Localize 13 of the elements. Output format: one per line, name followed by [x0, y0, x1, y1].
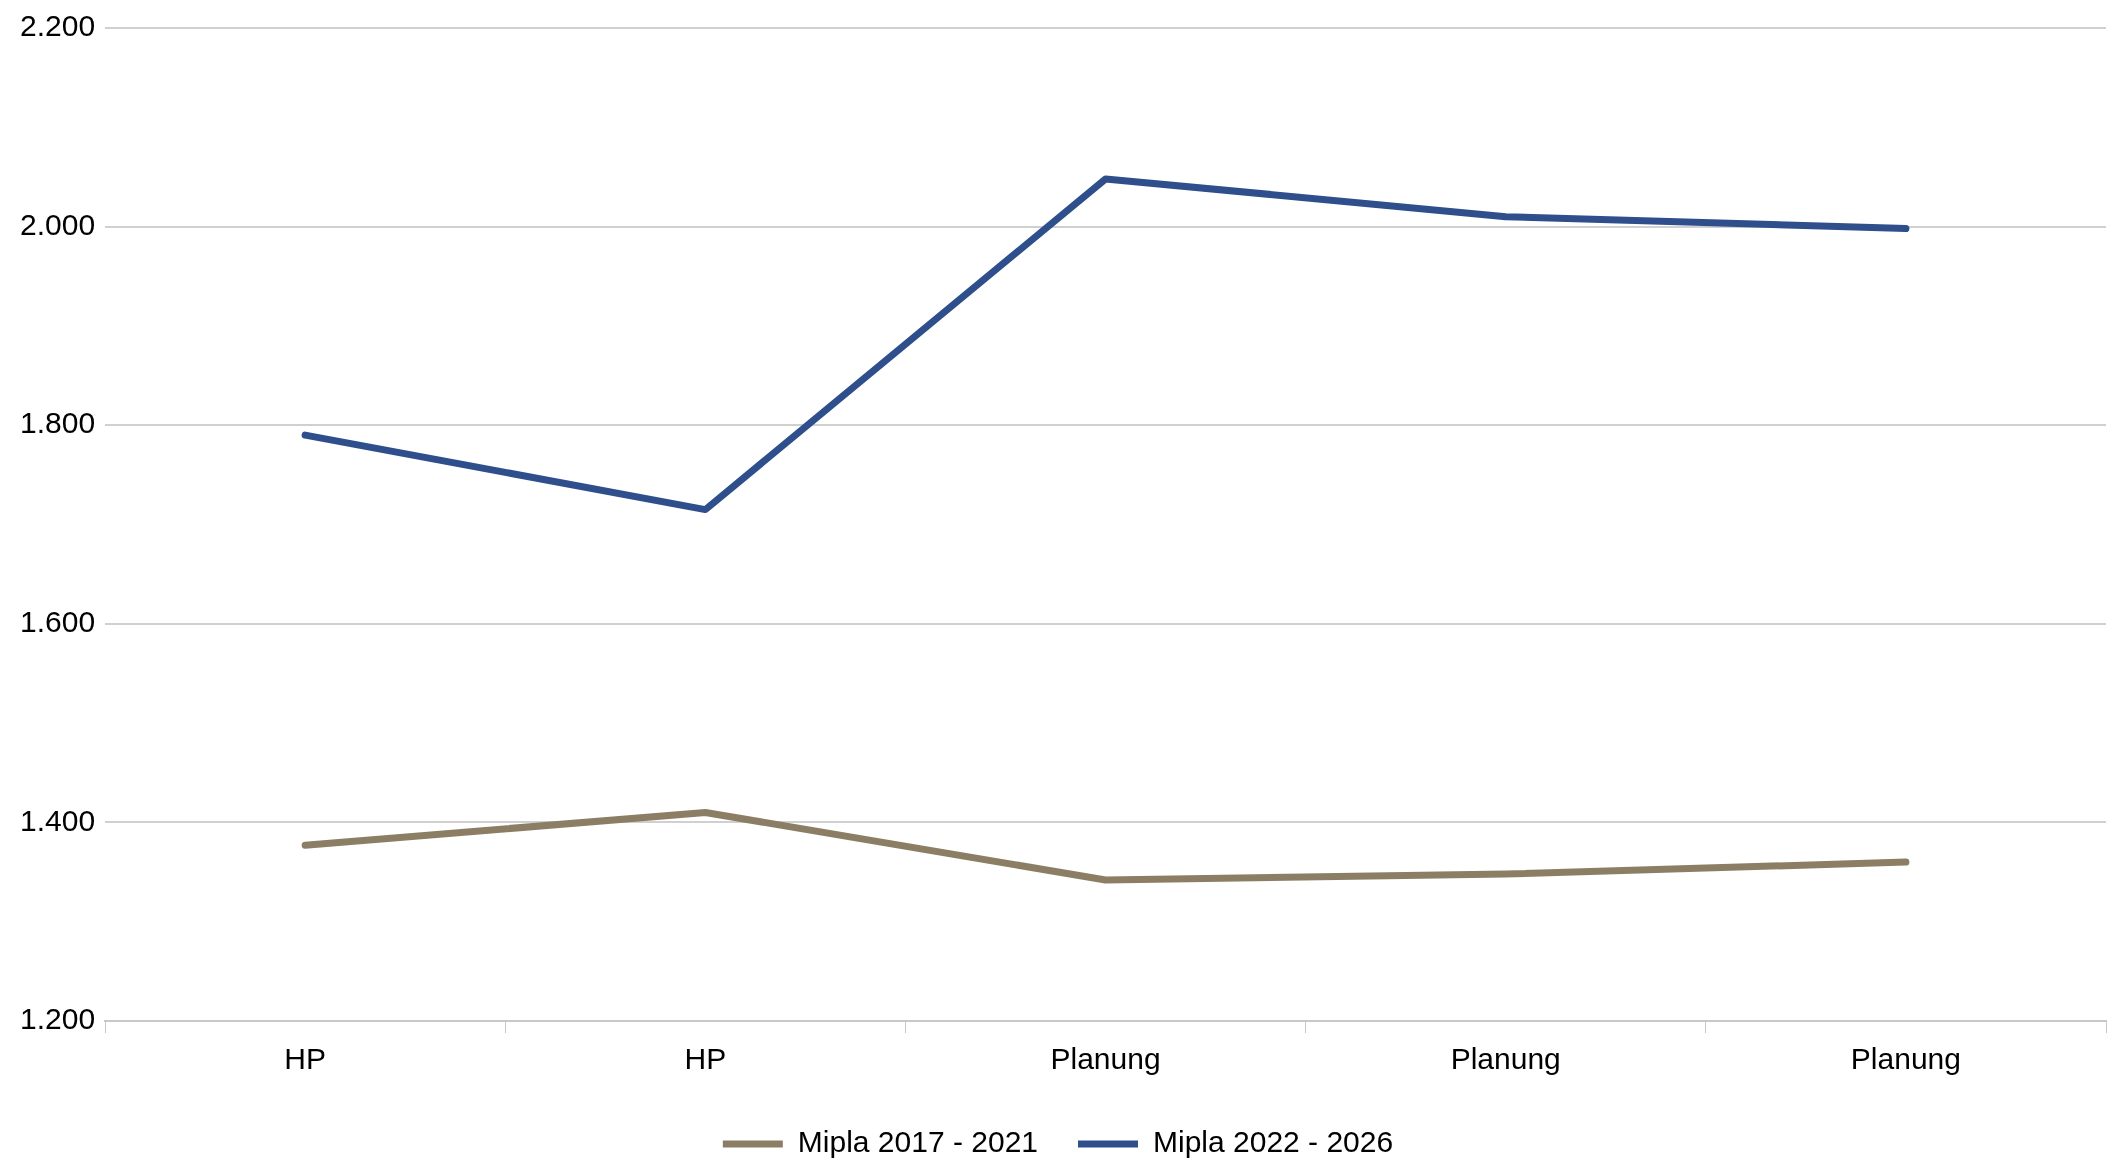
- x-tick-label: Planung: [1450, 1042, 1561, 1076]
- y-tick-label: 2.000: [20, 207, 96, 241]
- legend-label: Mipla 2022 - 2026: [1153, 1125, 1394, 1159]
- x-tick-label: Planung: [1850, 1042, 1961, 1076]
- x-tick-label: HP: [284, 1042, 327, 1076]
- y-tick-label: 1.800: [20, 406, 96, 440]
- y-tick-label: 1.400: [20, 803, 96, 837]
- y-tick-label: 2.200: [20, 9, 96, 43]
- x-tick-label: HP: [684, 1042, 727, 1076]
- y-tick-label: 1.200: [20, 1002, 96, 1036]
- legend-label: Mipla 2017 - 2021: [797, 1125, 1039, 1159]
- y-tick-label: 1.600: [20, 605, 96, 639]
- x-tick-label: Planung: [1050, 1042, 1161, 1076]
